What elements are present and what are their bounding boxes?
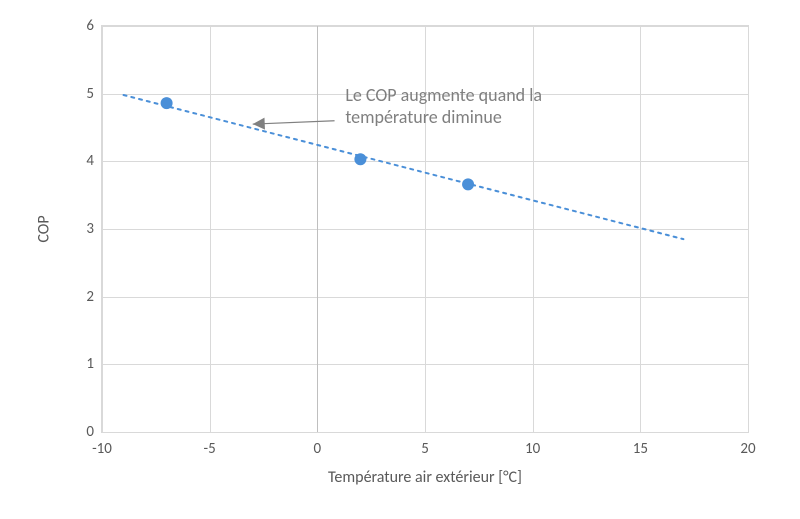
x-axis-title: Température air extérieur [°C] (328, 468, 522, 487)
x-tick-label: -5 (204, 440, 216, 458)
data-point (354, 153, 366, 165)
gridline-v (748, 26, 749, 432)
y-tick-label: 2 (86, 288, 102, 306)
y-tick-label: 5 (86, 85, 102, 103)
y-tick-label: 6 (86, 17, 102, 35)
annotation-arrow-line (253, 121, 335, 124)
y-tick-label: 4 (86, 152, 102, 170)
x-tick-label: 20 (740, 440, 755, 458)
annotation-arrow-head (253, 118, 265, 130)
y-axis-title: COP (35, 215, 54, 242)
annotation-text: Le COP augmente quand la température dim… (345, 84, 542, 129)
annotation-line1: Le COP augmente quand la (345, 84, 542, 106)
y-tick-label: 1 (86, 355, 102, 373)
data-point (462, 178, 474, 190)
x-tick-label: 10 (525, 440, 540, 458)
x-tick-label: -10 (92, 440, 112, 458)
data-point (161, 97, 173, 109)
y-tick-label: 0 (86, 423, 102, 441)
gridline-h (102, 432, 748, 433)
annotation-line2: température diminue (345, 106, 501, 128)
x-tick-label: 5 (421, 440, 429, 458)
x-tick-label: 0 (314, 440, 322, 458)
y-tick-label: 3 (86, 220, 102, 238)
x-tick-label: 15 (633, 440, 648, 458)
cop-chart: -10 -5 0 5 10 15 20 0 1 2 3 4 5 6 Température air ex… (0, 0, 800, 519)
